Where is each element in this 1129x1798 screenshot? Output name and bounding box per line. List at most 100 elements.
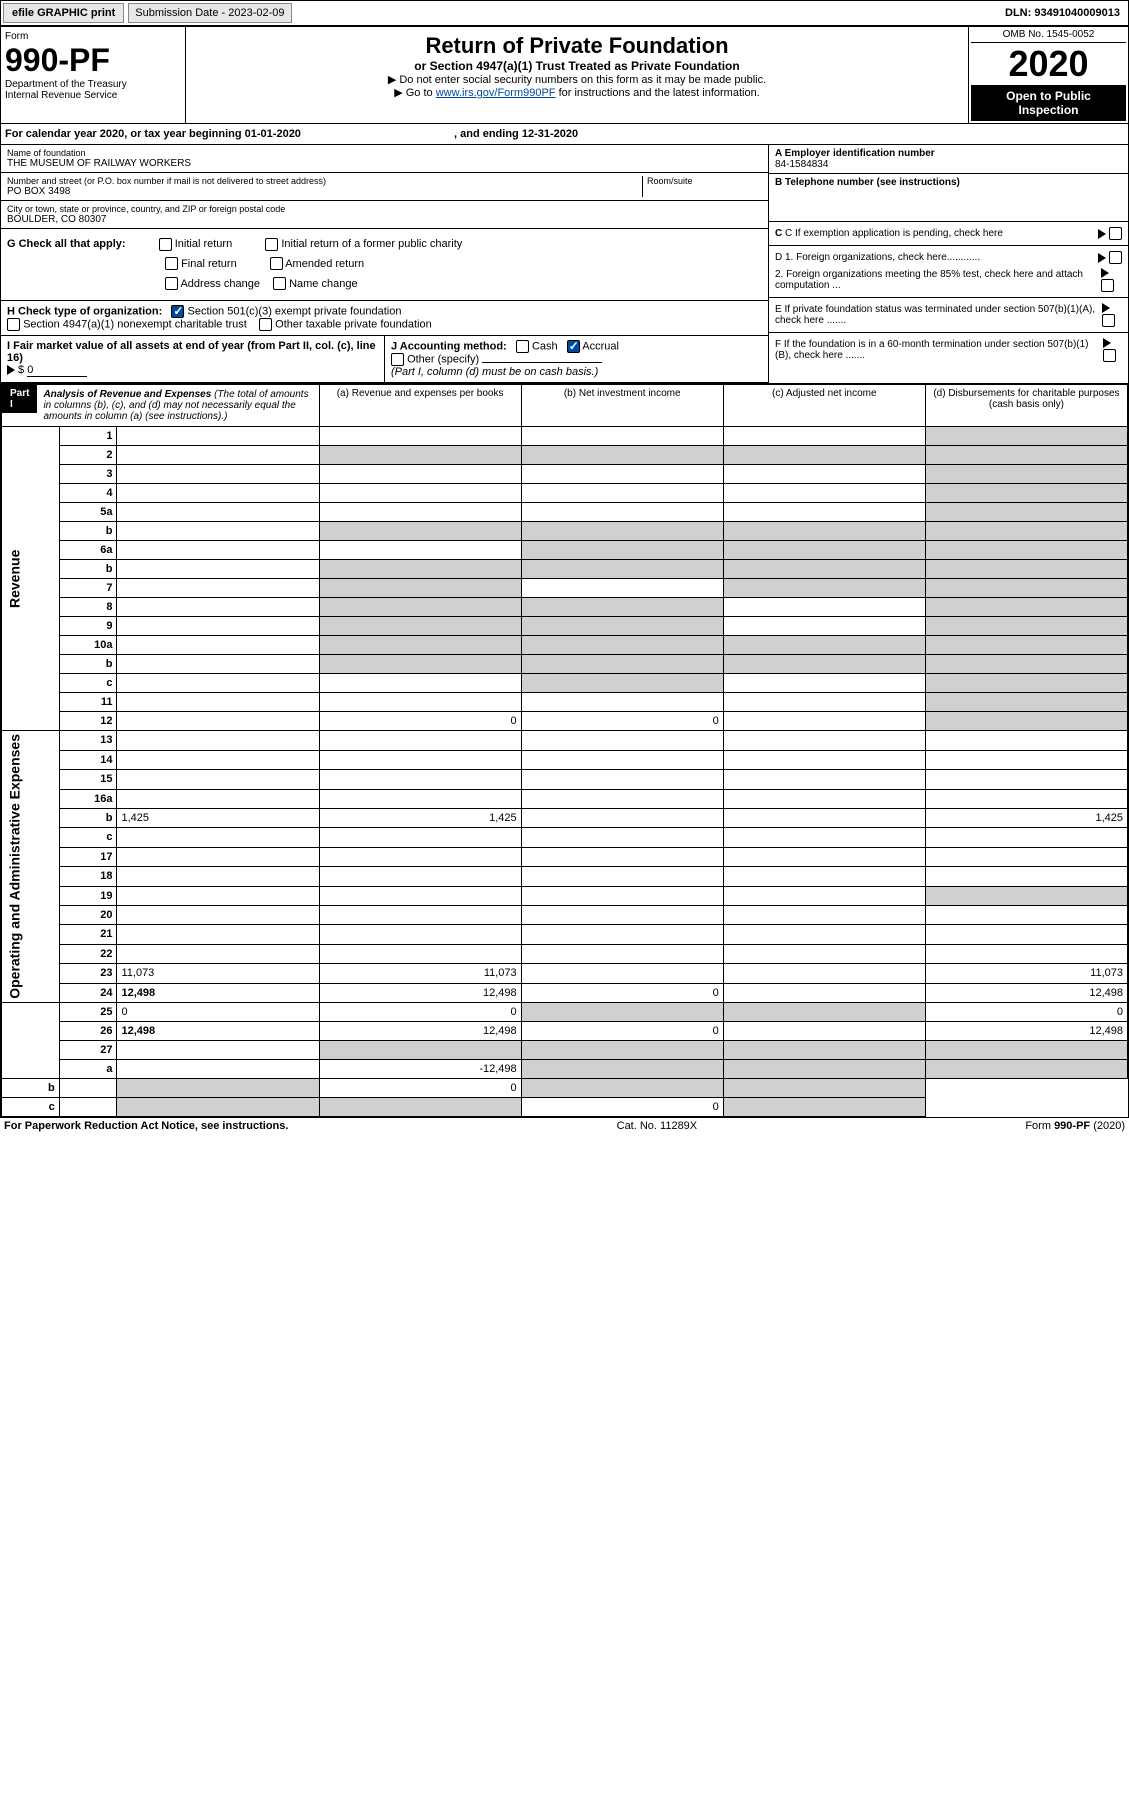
row-description [117,446,319,465]
row-description: 12,498 [117,1022,319,1041]
cell-a [319,636,521,655]
table-row: 14 [2,750,1128,769]
table-row: 2311,07311,07311,073 [2,964,1128,983]
cell-d [925,579,1127,598]
cell-b [521,541,723,560]
row-description [117,598,319,617]
arrow-icon [1102,303,1110,313]
cell-b [521,693,723,712]
cell-b [521,731,723,750]
row-number: 25 [59,1003,117,1022]
row-description [117,579,319,598]
arrow-icon [1103,338,1111,348]
table-row: 7 [2,579,1128,598]
cell-d [723,1079,925,1098]
cell-b [521,636,723,655]
table-row: 8 [2,598,1128,617]
city-cell: City or town, state or province, country… [1,201,768,229]
table-row: 2 [2,446,1128,465]
row-description [117,1060,319,1079]
cb-f[interactable] [1103,349,1116,362]
cell-d [925,465,1127,484]
row-number: 19 [59,886,117,905]
cell-b [319,1098,521,1117]
row-number: 5a [59,503,117,522]
row-number: 10a [59,636,117,655]
row-number: b [59,655,117,674]
foundation-address: PO BOX 3498 [7,186,642,197]
cell-c [723,983,925,1003]
row-description [117,770,319,789]
row-description [117,465,319,484]
cb-d1[interactable] [1109,251,1122,264]
cb-cash[interactable] [516,340,529,353]
cell-b [521,522,723,541]
cell-d [925,828,1127,847]
cell-a [319,750,521,769]
cb-501c3[interactable] [171,305,184,318]
cell-a: 11,073 [319,964,521,983]
cb-initial-public[interactable] [265,238,278,251]
cell-c [723,522,925,541]
row-description: 1,425 [117,809,319,828]
cell-c [723,1060,925,1079]
cb-accrual[interactable] [567,340,580,353]
cell-c [723,636,925,655]
cell-b [521,617,723,636]
foundation-city: BOULDER, CO 80307 [7,214,762,225]
cell-b [521,655,723,674]
foundation-name-cell: Name of foundation THE MUSEUM OF RAILWAY… [1,145,768,173]
form-link[interactable]: www.irs.gov/Form990PF [436,87,556,99]
cell-b [521,847,723,866]
submission-date: Submission Date - 2023-02-09 [128,3,291,23]
cell-d: 0 [925,1003,1127,1022]
footer-mid: Cat. No. 11289X [617,1120,698,1132]
row-number: 21 [59,925,117,944]
table-row: 21 [2,925,1128,944]
cell-d [925,731,1127,750]
year-box: OMB No. 1545-0052 2020 Open to Public In… [968,27,1128,123]
cell-a [319,867,521,886]
cell-a [319,560,521,579]
cb-c[interactable] [1109,227,1122,240]
cell-d [925,693,1127,712]
row-description [117,906,319,925]
cell-b [521,465,723,484]
efile-button[interactable]: efile GRAPHIC print [3,3,124,23]
cell-c [723,828,925,847]
cb-e[interactable] [1102,314,1115,327]
cb-address-change[interactable] [165,277,178,290]
cell-a: 0 [319,712,521,731]
cell-d [925,636,1127,655]
cb-amended[interactable] [270,257,283,270]
cell-a [319,693,521,712]
d-cell: D 1. Foreign organizations, check here..… [769,246,1128,298]
f-cell: F If the foundation is in a 60-month ter… [769,333,1128,367]
col-d-header: (d) Disbursements for charitable purpose… [925,385,1127,427]
cell-a [117,1098,319,1117]
cell-c [723,750,925,769]
arrow-icon [1098,253,1106,263]
cell-a [319,598,521,617]
cell-d: 12,498 [925,1022,1127,1041]
dept-1: Department of the Treasury [5,79,181,90]
cb-other-taxable[interactable] [259,318,272,331]
cell-d [925,770,1127,789]
cb-initial-return[interactable] [159,238,172,251]
cb-other-method[interactable] [391,353,404,366]
cb-d2[interactable] [1101,279,1114,292]
cell-b: 0 [319,1079,521,1098]
cell-d [925,712,1127,731]
cell-d: 1,425 [925,809,1127,828]
cell-b [521,1041,723,1060]
cb-name-change[interactable] [273,277,286,290]
row-number: 20 [59,906,117,925]
tax-year: 2020 [971,43,1126,85]
row-description [117,674,319,693]
cb-4947[interactable] [7,318,20,331]
table-row: a-12,498 [2,1060,1128,1079]
cb-final-return[interactable] [165,257,178,270]
form-number-box: Form 990-PF Department of the Treasury I… [1,27,186,123]
cell-c [723,1041,925,1060]
row-description [117,944,319,963]
